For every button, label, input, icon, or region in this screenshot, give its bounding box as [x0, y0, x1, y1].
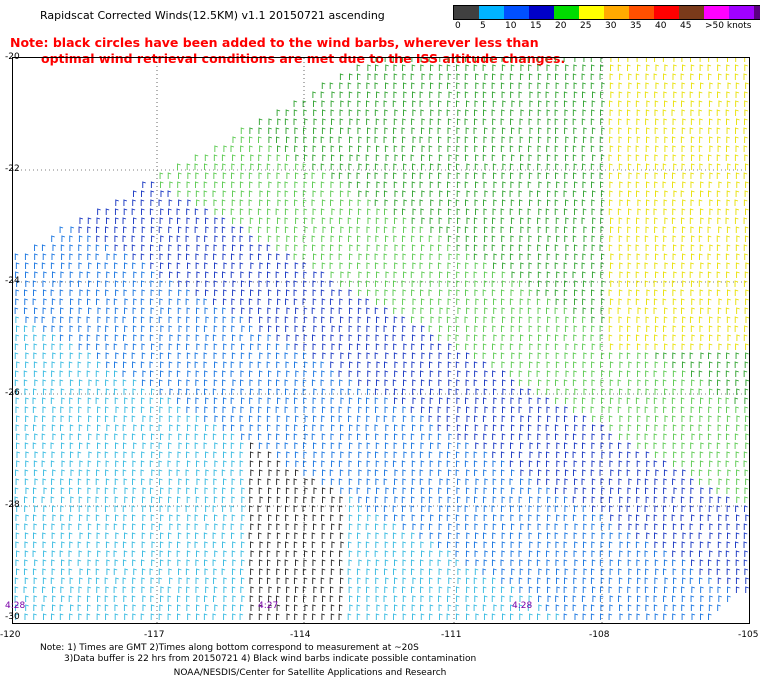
latitude-label: -22 [5, 164, 20, 174]
latitude-label: -28 [5, 500, 20, 510]
color-scale-label: 35 [630, 21, 642, 31]
latitude-label: -24 [5, 276, 20, 286]
color-swatch [704, 6, 729, 19]
wind-map [12, 57, 750, 624]
credit-text: NOAA/NESDIS/Center for Satellite Applica… [173, 668, 447, 678]
color-swatch [604, 6, 629, 19]
longitude-label: -117 [144, 630, 165, 640]
longitude-label: -105 [738, 630, 759, 640]
longitude-label: -111 [441, 630, 462, 640]
footnote-line-1: Note: 1) Times are GMT 2)Times along bot… [40, 643, 419, 653]
altitude-note: Note: black circles have been added to t… [10, 35, 565, 67]
color-swatch [654, 6, 679, 19]
color-scale-label: 40 [655, 21, 667, 31]
color-scale-label: 0 [455, 21, 461, 31]
wind-barb-field [13, 58, 749, 623]
latitude-label: -26 [5, 388, 20, 398]
color-swatch [479, 6, 504, 19]
color-swatch [579, 6, 604, 19]
map-title: Rapidscat Corrected Winds(12.5KM) v1.1 2… [40, 9, 385, 22]
wind-speed-color-scale: 0 5 10 15 20 25 30 35 40 45 >50 knots [453, 5, 760, 32]
color-swatch [754, 6, 760, 19]
color-swatch [679, 6, 704, 19]
color-swatch [504, 6, 529, 19]
latitude-label: -20 [5, 52, 20, 62]
color-swatch [454, 6, 479, 19]
color-scale-labels: 0 5 10 15 20 25 30 35 40 45 >50 knots [453, 20, 760, 32]
color-scale-label: 5 [480, 21, 486, 31]
color-swatch [529, 6, 554, 19]
color-scale-label: 15 [530, 21, 542, 31]
time-label: 4:27 [258, 601, 279, 611]
longitude-label: -108 [589, 630, 610, 640]
time-label: 4:28 [512, 601, 533, 611]
color-scale-label: >50 knots [705, 21, 752, 31]
footnotes: Note: 1) Times are GMT 2)Times along bot… [40, 643, 476, 665]
color-scale-label: 25 [580, 21, 592, 31]
latitude-label: -30 [5, 612, 20, 622]
longitude-label: -114 [290, 630, 311, 640]
footnote-line-2: 3)Data buffer is 22 hrs from 20150721 4)… [64, 654, 477, 664]
color-scale-label: 45 [680, 21, 692, 31]
color-swatch [554, 6, 579, 19]
longitude-label: -120 [0, 630, 21, 640]
credit-line: NOAA/NESDIS/Center for Satellite Applica… [0, 668, 760, 678]
note-line-2: optimal wind retrieval conditions are me… [41, 51, 566, 66]
color-swatch [629, 6, 654, 19]
color-scale-label: 30 [605, 21, 617, 31]
color-scale-label: 20 [555, 21, 567, 31]
color-swatch [729, 6, 754, 19]
color-scale-label: 10 [505, 21, 517, 31]
time-label: 4:28 [5, 601, 26, 611]
color-bar [453, 5, 760, 20]
note-line-1: Note: black circles have been added to t… [10, 35, 539, 50]
